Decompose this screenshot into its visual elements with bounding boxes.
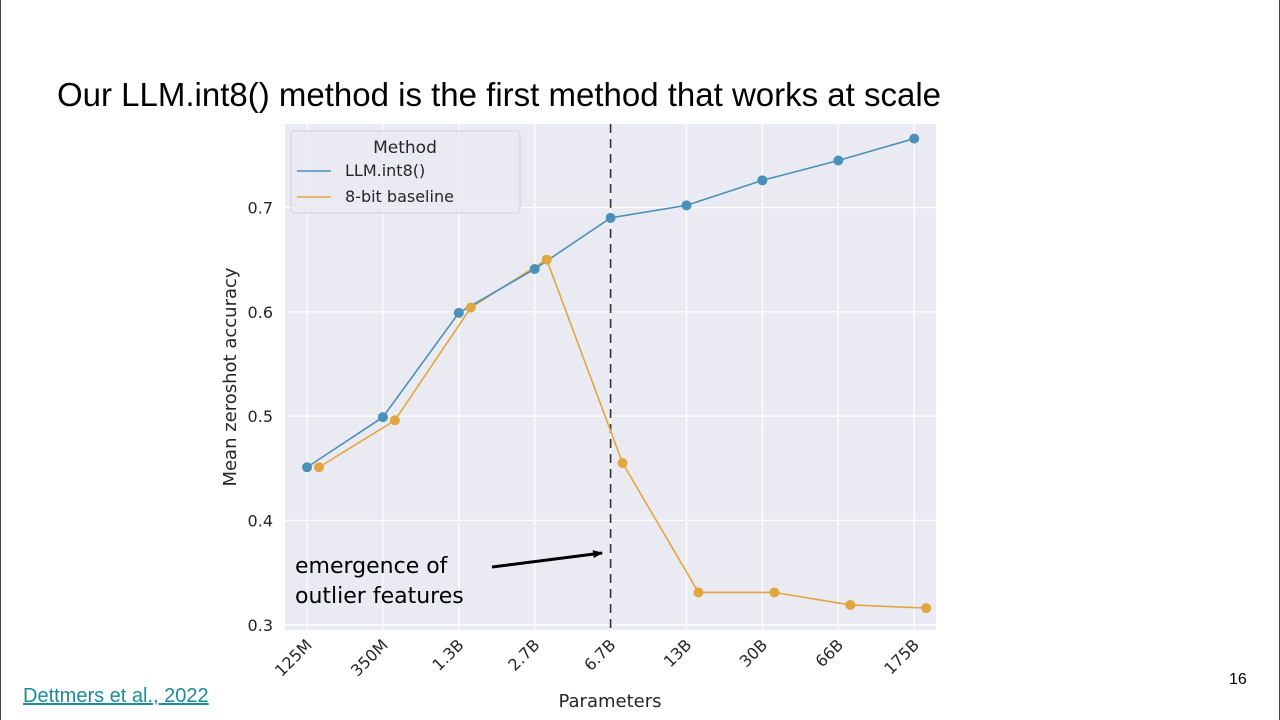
x-tick-label: 2.7B bbox=[504, 635, 543, 674]
page-number: 16 bbox=[1229, 671, 1247, 688]
point-llm-int8-1-3b bbox=[453, 307, 464, 318]
point-llm-int8-2-7b bbox=[529, 264, 540, 275]
x-tick-label: 1.3B bbox=[428, 635, 467, 674]
y-tick-label: 0.4 bbox=[248, 511, 273, 530]
point-llm-int8-125m bbox=[302, 462, 312, 473]
point-8-bit-baseline-125m bbox=[314, 462, 324, 473]
legend-title: Method bbox=[373, 138, 437, 158]
point-llm-int8-13b bbox=[681, 200, 692, 211]
legend-label-8bit-baseline: 8-bit baseline bbox=[345, 187, 454, 206]
x-tick-label: 125M bbox=[271, 635, 316, 680]
point-llm-int8-175b bbox=[909, 133, 920, 144]
x-tick-label: 13B bbox=[660, 635, 696, 671]
point-8-bit-baseline-30b bbox=[769, 587, 780, 598]
y-tick-label: 0.6 bbox=[248, 303, 273, 322]
point-llm-int8-30b bbox=[757, 175, 768, 186]
x-tick-label: 6.7B bbox=[580, 635, 619, 674]
x-tick-label: 175B bbox=[880, 635, 923, 678]
slide-title: Our LLM.int8() method is the first metho… bbox=[57, 76, 942, 113]
series-group bbox=[302, 133, 932, 614]
point-8-bit-baseline-13b bbox=[693, 587, 704, 598]
y-tick-label: 0.3 bbox=[248, 616, 273, 635]
y-axis-label: Mean zeroshot accuracy bbox=[220, 267, 241, 486]
point-llm-int8-350m bbox=[377, 412, 388, 423]
annotation-arrow bbox=[491, 550, 603, 569]
annotation-line-2: outlier features bbox=[295, 584, 464, 609]
x-tick-label: 350M bbox=[347, 635, 392, 680]
point-8-bit-baseline-175b bbox=[921, 603, 932, 614]
x-axis-label: Parameters bbox=[558, 691, 661, 712]
legend-box bbox=[290, 130, 521, 214]
y-tick-label: 0.5 bbox=[248, 407, 273, 426]
point-8-bit-baseline-2-7b bbox=[541, 254, 552, 265]
point-llm-int8-6-7b bbox=[605, 212, 616, 223]
point-8-bit-baseline-350m bbox=[389, 415, 400, 426]
citation-link[interactable]: Dettmers et al., 2022 bbox=[23, 685, 209, 707]
annotation: emergence of outlier features bbox=[295, 550, 603, 609]
point-8-bit-baseline-66b bbox=[845, 599, 856, 610]
point-8-bit-baseline-1-3b bbox=[465, 302, 476, 313]
y-tick-label: 0.7 bbox=[248, 198, 273, 217]
legend-label-llm-int8: LLM.int8() bbox=[345, 161, 425, 180]
legend: Method LLM.int8() 8-bit baseline bbox=[290, 130, 521, 214]
point-llm-int8-66b bbox=[833, 155, 844, 166]
annotation-line-1: emergence of bbox=[295, 554, 449, 579]
x-tick-label: 66B bbox=[812, 635, 848, 671]
point-8-bit-baseline-6-7b bbox=[617, 458, 628, 469]
x-tick-label: 30B bbox=[736, 635, 772, 671]
